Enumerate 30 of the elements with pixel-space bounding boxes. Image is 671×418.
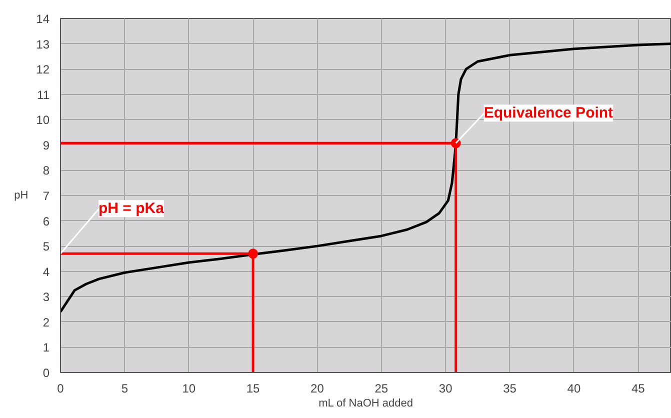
y-tick-label: 13 (36, 37, 50, 52)
y-tick-label: 2 (42, 315, 50, 330)
y-tick-label: 11 (37, 88, 50, 102)
y-tick-label: 12 (36, 62, 50, 77)
annotation: Equivalence Point (484, 104, 614, 122)
x-axis-title: mL of NaOH added (318, 398, 413, 410)
x-tick-label: 30 (438, 382, 453, 396)
y-tick-label: 4 (42, 264, 50, 279)
y-tick-label: 0 (42, 366, 50, 380)
line-series (60, 42, 671, 314)
annotation: pH = pKa (98, 200, 165, 218)
x-tick-label: 5 (121, 382, 128, 396)
y-tick-label: 14 (36, 12, 50, 26)
x-tick-label: 10 (182, 382, 196, 396)
y-axis-title: pH (14, 190, 28, 202)
x-tick-label: 35 (503, 382, 517, 396)
y-tick-label: 3 (42, 290, 50, 304)
x-tick-label: 0 (57, 382, 64, 396)
x-tick-label: 15 (246, 382, 260, 396)
x-tick-label: 25 (374, 382, 388, 396)
y-tick-label: 7 (42, 189, 50, 203)
y-tick-label: 10 (36, 113, 50, 128)
y-tick-label: 5 (42, 240, 50, 254)
y-tick-label: 9 (42, 138, 50, 152)
y-tick-label: 8 (42, 164, 50, 178)
x-tick-label: 40 (567, 382, 581, 396)
y-tick-label: 6 (42, 214, 50, 228)
y-tick-label: 1 (42, 340, 50, 355)
x-tick-label: 20 (310, 382, 324, 396)
x-tick-label: 45 (631, 382, 646, 396)
